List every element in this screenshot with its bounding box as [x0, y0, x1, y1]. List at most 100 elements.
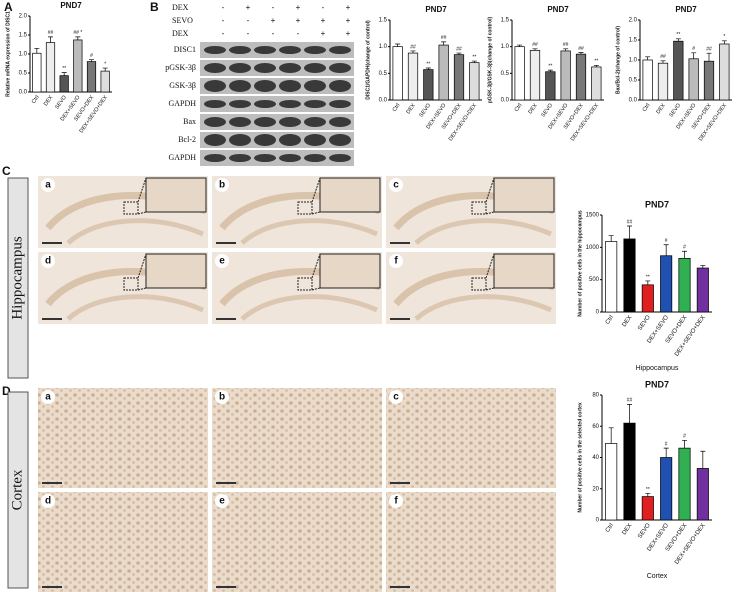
bar [529, 50, 541, 101]
tissue-layer [240, 218, 379, 245]
error-bar [61, 72, 67, 76]
panel-letter: a [45, 392, 51, 403]
treatment-sign: - [247, 16, 250, 25]
y-tick-label: 0.5 [629, 78, 638, 84]
significance: ## * [73, 30, 82, 36]
x-tick-label: DEX [527, 102, 539, 115]
blot-band [329, 46, 351, 54]
significance: ## [441, 35, 447, 41]
bar [560, 50, 571, 101]
bar [591, 66, 602, 101]
bar [696, 468, 709, 521]
treatment-sign: + [246, 3, 251, 12]
error-bar [721, 40, 727, 44]
blot-band [229, 80, 251, 92]
tissue-layer [240, 294, 379, 321]
y-tick-label: 0 [596, 310, 600, 316]
panel-label: C [2, 164, 11, 178]
band-label: pGSK-3β [165, 63, 196, 72]
blot-band [279, 63, 301, 73]
chart-title: PND7 [60, 1, 82, 10]
blot-band [204, 117, 226, 127]
band-label: Bcl-2 [178, 135, 196, 144]
y-axis-label: Number of positive cells in the selected… [577, 402, 583, 513]
treatment-sign: - [322, 3, 325, 12]
blot-band [229, 46, 251, 54]
error-bar [34, 47, 40, 54]
treatment-sign: - [222, 29, 225, 38]
blot-strip [200, 150, 354, 166]
x-axis-label: Hippocampus [636, 365, 679, 372]
y-tick-label: 20 [592, 486, 599, 492]
significance: # [683, 434, 686, 440]
significance: ** [594, 59, 598, 65]
significance: ** [548, 63, 552, 69]
bar [657, 62, 669, 101]
inset-source [123, 201, 139, 215]
significance: ## [627, 398, 633, 404]
bar [678, 447, 691, 521]
x-tick-label: DEX [621, 315, 633, 329]
treatment-sign: + [271, 16, 276, 25]
letter-badge [41, 390, 55, 404]
error-bar [608, 427, 614, 444]
band-label: GAPDH [168, 99, 196, 108]
error-bar [645, 280, 651, 285]
bar [32, 52, 42, 93]
blot-band [304, 154, 326, 162]
letter-badge [41, 494, 55, 508]
error-bar [593, 64, 599, 67]
error-bar [532, 48, 538, 51]
x-tick-label: Ctrl [605, 315, 615, 326]
cells [386, 388, 556, 488]
bar [545, 71, 556, 101]
inset-link [137, 177, 147, 203]
bar [423, 69, 434, 101]
panel-letter: e [219, 256, 225, 267]
bar [469, 62, 480, 101]
error-bar [395, 43, 401, 47]
x-tick-label: DEX [43, 94, 55, 107]
significance: ## [627, 219, 633, 225]
bar [703, 60, 715, 101]
y-tick-label: 1.0 [629, 58, 638, 64]
blot-band [329, 100, 351, 108]
side-box [7, 391, 29, 589]
tissue-layer [414, 294, 553, 321]
error-bar [517, 44, 523, 47]
treatment-label: DEX [172, 29, 189, 38]
bar [407, 52, 419, 101]
letter-badge [389, 390, 403, 404]
treatment-label: SEVO [172, 16, 193, 25]
inset [319, 177, 381, 213]
panel-letter: f [394, 256, 398, 267]
blot-band [254, 80, 276, 92]
significance: * [104, 61, 106, 67]
x-tick-label: Ctrl [605, 523, 615, 534]
significance: ** [426, 61, 430, 67]
bar [575, 53, 587, 101]
treatment-sign: + [296, 16, 301, 25]
bar [73, 39, 83, 93]
panel-label: A [4, 0, 13, 14]
inset [145, 177, 207, 213]
significance: ## [48, 30, 54, 36]
x-tick-label: Ctrl [514, 103, 524, 113]
letter-badge [389, 494, 403, 508]
letter-badge [215, 390, 229, 404]
error-bar [682, 250, 687, 259]
blot-band [204, 134, 226, 146]
blot-band [279, 46, 301, 54]
tissue-layer [66, 218, 205, 245]
region-label: Hippocampus [9, 236, 25, 319]
error-bar [645, 56, 651, 60]
letter-badge [215, 178, 229, 192]
y-tick-label: 0.0 [19, 90, 28, 96]
blot-band [279, 100, 301, 108]
x-tick-label: SEVO [668, 102, 682, 119]
error-bar [706, 52, 712, 62]
inset-source [297, 201, 313, 215]
inset [493, 177, 555, 213]
blot-band [304, 117, 326, 127]
bar [86, 61, 97, 93]
